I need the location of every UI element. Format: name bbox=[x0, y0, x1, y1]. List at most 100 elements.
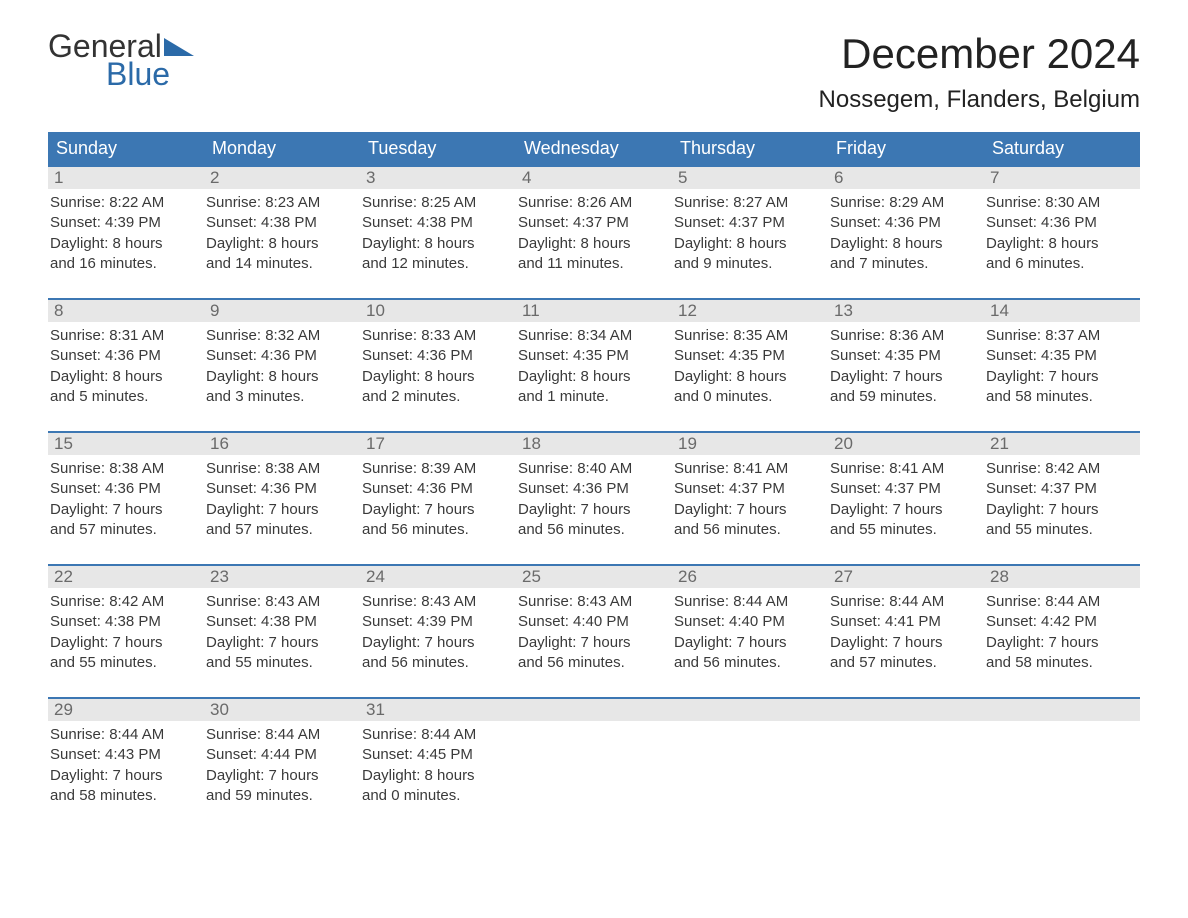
day-number: 3 bbox=[360, 167, 516, 189]
day-content: Sunrise: 8:27 AMSunset: 4:37 PMDaylight:… bbox=[672, 189, 828, 278]
day-number: 28 bbox=[984, 566, 1140, 588]
day-ss: Sunset: 4:37 PM bbox=[518, 213, 666, 233]
day-content bbox=[984, 721, 1140, 729]
day-sr: Sunrise: 8:44 AM bbox=[50, 725, 198, 745]
day-sr: Sunrise: 8:26 AM bbox=[518, 193, 666, 213]
day-number: 24 bbox=[360, 566, 516, 588]
day-ss: Sunset: 4:36 PM bbox=[986, 213, 1134, 233]
day-cell: 27Sunrise: 8:44 AMSunset: 4:41 PMDayligh… bbox=[828, 566, 984, 677]
header: General Blue December 2024 Nossegem, Fla… bbox=[48, 30, 1140, 114]
day-d1: Daylight: 8 hours bbox=[50, 367, 198, 387]
day-content: Sunrise: 8:44 AMSunset: 4:41 PMDaylight:… bbox=[828, 588, 984, 677]
day-d1: Daylight: 8 hours bbox=[206, 367, 354, 387]
day-number bbox=[516, 699, 672, 721]
day-sr: Sunrise: 8:39 AM bbox=[362, 459, 510, 479]
day-cell: 22Sunrise: 8:42 AMSunset: 4:38 PMDayligh… bbox=[48, 566, 204, 677]
day-sr: Sunrise: 8:44 AM bbox=[362, 725, 510, 745]
day-content: Sunrise: 8:41 AMSunset: 4:37 PMDaylight:… bbox=[672, 455, 828, 544]
day-number: 9 bbox=[204, 300, 360, 322]
day-d2: and 59 minutes. bbox=[830, 387, 978, 407]
day-cell: 21Sunrise: 8:42 AMSunset: 4:37 PMDayligh… bbox=[984, 433, 1140, 544]
logo-flag-icon bbox=[164, 36, 194, 56]
day-ss: Sunset: 4:35 PM bbox=[830, 346, 978, 366]
day-number: 6 bbox=[828, 167, 984, 189]
day-ss: Sunset: 4:38 PM bbox=[50, 612, 198, 632]
day-sr: Sunrise: 8:25 AM bbox=[362, 193, 510, 213]
month-title: December 2024 bbox=[819, 30, 1140, 78]
week-row: 29Sunrise: 8:44 AMSunset: 4:43 PMDayligh… bbox=[48, 697, 1140, 810]
weekday-saturday: Saturday bbox=[984, 132, 1140, 165]
day-number: 13 bbox=[828, 300, 984, 322]
day-d1: Daylight: 7 hours bbox=[50, 766, 198, 786]
day-number: 31 bbox=[360, 699, 516, 721]
day-d2: and 0 minutes. bbox=[362, 786, 510, 806]
day-cell: 4Sunrise: 8:26 AMSunset: 4:37 PMDaylight… bbox=[516, 167, 672, 278]
day-number bbox=[984, 699, 1140, 721]
day-sr: Sunrise: 8:42 AM bbox=[986, 459, 1134, 479]
day-d2: and 58 minutes. bbox=[986, 653, 1134, 673]
day-number: 21 bbox=[984, 433, 1140, 455]
day-d1: Daylight: 7 hours bbox=[206, 766, 354, 786]
day-d2: and 7 minutes. bbox=[830, 254, 978, 274]
day-content: Sunrise: 8:35 AMSunset: 4:35 PMDaylight:… bbox=[672, 322, 828, 411]
day-d1: Daylight: 7 hours bbox=[206, 633, 354, 653]
day-d1: Daylight: 8 hours bbox=[674, 234, 822, 254]
day-cell: 18Sunrise: 8:40 AMSunset: 4:36 PMDayligh… bbox=[516, 433, 672, 544]
day-cell: 15Sunrise: 8:38 AMSunset: 4:36 PMDayligh… bbox=[48, 433, 204, 544]
day-number: 10 bbox=[360, 300, 516, 322]
day-ss: Sunset: 4:36 PM bbox=[206, 479, 354, 499]
day-d2: and 11 minutes. bbox=[518, 254, 666, 274]
day-sr: Sunrise: 8:44 AM bbox=[206, 725, 354, 745]
day-sr: Sunrise: 8:40 AM bbox=[518, 459, 666, 479]
day-ss: Sunset: 4:36 PM bbox=[50, 346, 198, 366]
day-cell: 19Sunrise: 8:41 AMSunset: 4:37 PMDayligh… bbox=[672, 433, 828, 544]
day-d1: Daylight: 8 hours bbox=[518, 367, 666, 387]
day-d2: and 58 minutes. bbox=[986, 387, 1134, 407]
day-cell: 2Sunrise: 8:23 AMSunset: 4:38 PMDaylight… bbox=[204, 167, 360, 278]
weekday-thursday: Thursday bbox=[672, 132, 828, 165]
day-d2: and 9 minutes. bbox=[674, 254, 822, 274]
day-d2: and 16 minutes. bbox=[50, 254, 198, 274]
day-cell: 14Sunrise: 8:37 AMSunset: 4:35 PMDayligh… bbox=[984, 300, 1140, 411]
day-ss: Sunset: 4:40 PM bbox=[674, 612, 822, 632]
day-ss: Sunset: 4:37 PM bbox=[830, 479, 978, 499]
day-sr: Sunrise: 8:41 AM bbox=[674, 459, 822, 479]
day-cell: 8Sunrise: 8:31 AMSunset: 4:36 PMDaylight… bbox=[48, 300, 204, 411]
day-d1: Daylight: 7 hours bbox=[986, 367, 1134, 387]
day-cell: 12Sunrise: 8:35 AMSunset: 4:35 PMDayligh… bbox=[672, 300, 828, 411]
day-cell: 17Sunrise: 8:39 AMSunset: 4:36 PMDayligh… bbox=[360, 433, 516, 544]
day-ss: Sunset: 4:38 PM bbox=[206, 612, 354, 632]
day-number: 19 bbox=[672, 433, 828, 455]
day-ss: Sunset: 4:38 PM bbox=[206, 213, 354, 233]
day-d2: and 57 minutes. bbox=[206, 520, 354, 540]
day-sr: Sunrise: 8:43 AM bbox=[362, 592, 510, 612]
day-content: Sunrise: 8:43 AMSunset: 4:40 PMDaylight:… bbox=[516, 588, 672, 677]
day-ss: Sunset: 4:37 PM bbox=[674, 213, 822, 233]
day-sr: Sunrise: 8:43 AM bbox=[206, 592, 354, 612]
day-number: 15 bbox=[48, 433, 204, 455]
day-content: Sunrise: 8:44 AMSunset: 4:44 PMDaylight:… bbox=[204, 721, 360, 810]
day-content: Sunrise: 8:41 AMSunset: 4:37 PMDaylight:… bbox=[828, 455, 984, 544]
day-content: Sunrise: 8:36 AMSunset: 4:35 PMDaylight:… bbox=[828, 322, 984, 411]
day-cell: 29Sunrise: 8:44 AMSunset: 4:43 PMDayligh… bbox=[48, 699, 204, 810]
day-number: 18 bbox=[516, 433, 672, 455]
day-number: 29 bbox=[48, 699, 204, 721]
day-d1: Daylight: 8 hours bbox=[986, 234, 1134, 254]
day-d2: and 2 minutes. bbox=[362, 387, 510, 407]
day-sr: Sunrise: 8:36 AM bbox=[830, 326, 978, 346]
day-d2: and 57 minutes. bbox=[50, 520, 198, 540]
day-cell bbox=[828, 699, 984, 810]
day-sr: Sunrise: 8:32 AM bbox=[206, 326, 354, 346]
day-cell: 7Sunrise: 8:30 AMSunset: 4:36 PMDaylight… bbox=[984, 167, 1140, 278]
day-number: 16 bbox=[204, 433, 360, 455]
day-content: Sunrise: 8:38 AMSunset: 4:36 PMDaylight:… bbox=[48, 455, 204, 544]
day-content: Sunrise: 8:25 AMSunset: 4:38 PMDaylight:… bbox=[360, 189, 516, 278]
day-cell: 11Sunrise: 8:34 AMSunset: 4:35 PMDayligh… bbox=[516, 300, 672, 411]
day-ss: Sunset: 4:36 PM bbox=[830, 213, 978, 233]
day-cell: 23Sunrise: 8:43 AMSunset: 4:38 PMDayligh… bbox=[204, 566, 360, 677]
day-number bbox=[672, 699, 828, 721]
day-number: 17 bbox=[360, 433, 516, 455]
day-d1: Daylight: 8 hours bbox=[50, 234, 198, 254]
day-sr: Sunrise: 8:41 AM bbox=[830, 459, 978, 479]
day-number: 25 bbox=[516, 566, 672, 588]
